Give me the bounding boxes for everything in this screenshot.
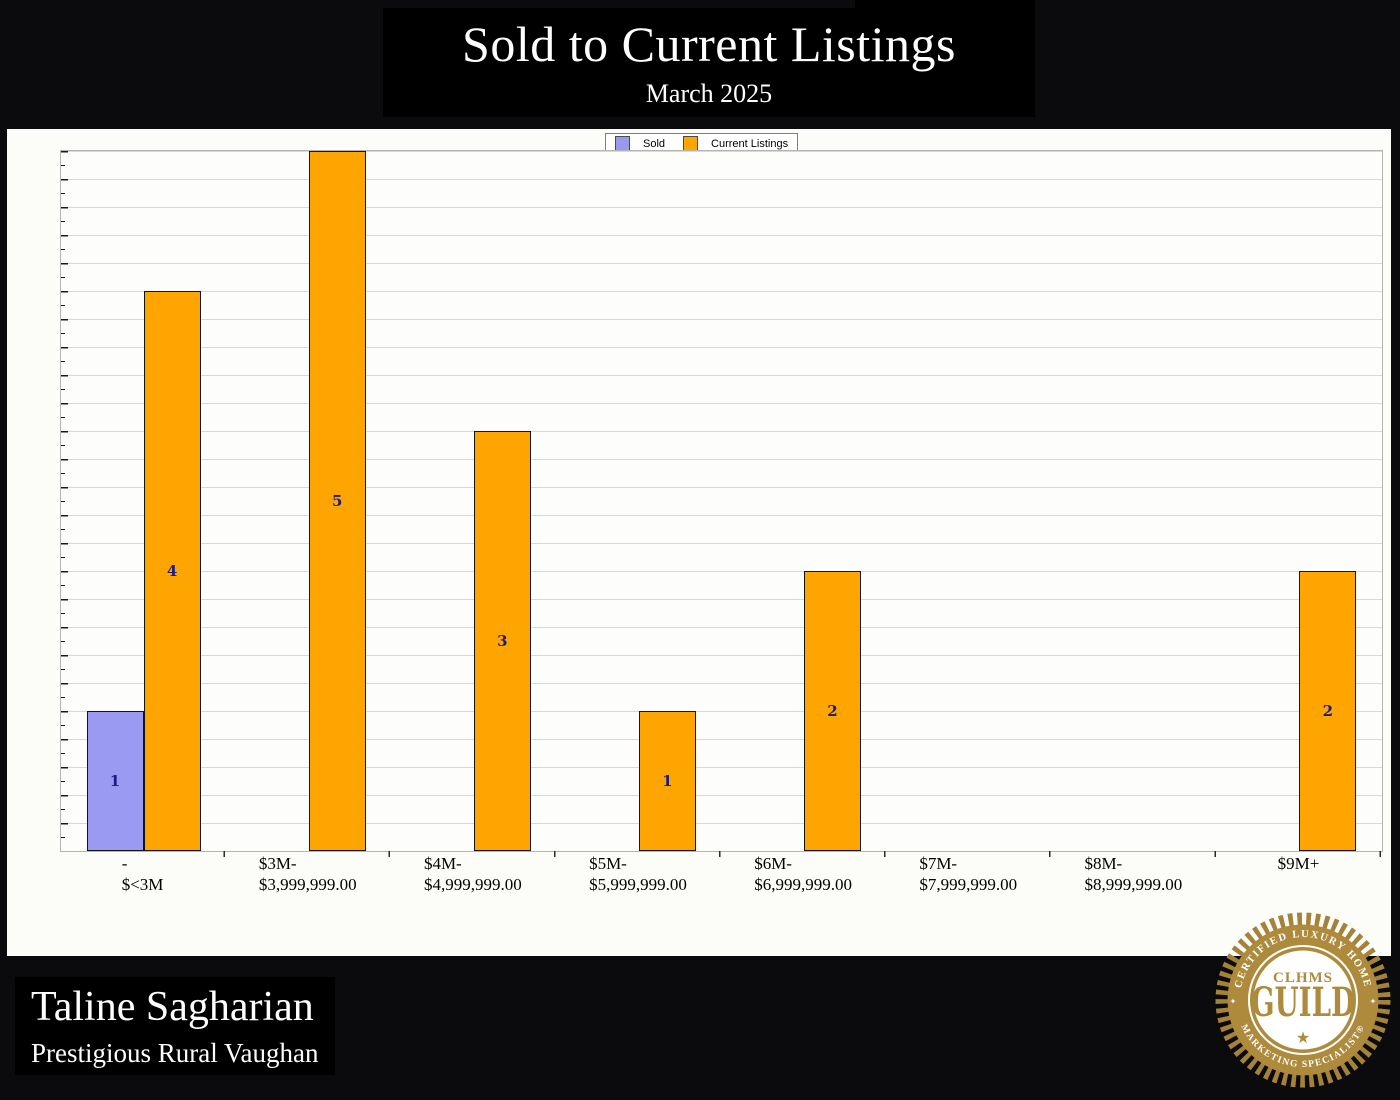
page-title: Sold to Current Listings [462,15,956,72]
bar-listings-5m: 1 [638,711,696,851]
page-subtitle: March 2025 [645,78,773,108]
x-label-line: $6,999,999.00 [754,875,852,894]
clhms-guild-badge-icon: CERTIFIED LUXURY HOME MARKETING SPECIALI… [1215,912,1391,1088]
x-label-line: $4,999,999.00 [423,875,522,894]
x-label-line: $<3M [121,875,164,894]
x-label-8m: $8M- $8,999,999.00 [1051,853,1216,895]
bar-value-label: 1 [662,772,673,790]
legend-label-current-listings: Current Listings [711,137,789,150]
legend-item-current-listings: Current Listings [683,136,788,151]
x-label-line: $5,999,999.00 [589,875,687,894]
bar-value-label: 1 [109,772,121,790]
seal-starburst [1215,912,1391,1088]
x-label-line: $7,999,999.00 [919,875,1018,894]
seal-separator-star-left: ✦ [1230,997,1237,1006]
y-axis-minor-ticks [61,151,65,851]
x-label-line: $6M- [754,854,792,873]
agent-info-box: Taline Sagharian Prestigious Rural Vaugh… [15,977,335,1075]
guild-seal-svg: CERTIFIED LUXURY HOME MARKETING SPECIALI… [1215,912,1391,1088]
seal-star-icon: ★ [1296,1030,1310,1047]
bar-value-label: 2 [1322,702,1334,720]
agent-tagline: Prestigious Rural Vaughan [31,1037,319,1068]
bar-listings-3m: 5 [308,151,366,851]
chart-panel: Sold Current Listings 1 4 5 3 [7,129,1391,956]
x-label-line: $4M- [423,854,462,873]
title-box: Sold to Current Listings March 2025 [383,8,1035,117]
x-label-5m: $5M- $5,999,999.00 [555,853,720,895]
agent-name: Taline Sagharian [31,983,314,1030]
bar-value-label: 4 [166,562,178,580]
x-label-9m-plus: $9M+ [1216,853,1381,895]
x-label-line: $9M+ [1277,854,1320,873]
x-label-line: $8,999,999.00 [1084,875,1183,894]
y-axis-major-ticks [61,151,68,851]
bar-listings-under-3m: 4 [143,291,201,851]
x-label-line: $5M- [589,854,627,873]
bar-value-label: 3 [497,632,508,650]
x-label-line: $3,999,999.00 [258,875,357,894]
sold-swatch-icon [615,136,630,151]
legend-label-sold: Sold [643,137,666,150]
bar-value-label: 2 [827,702,838,720]
bar-listings-6m: 2 [804,571,861,851]
current-listings-swatch-icon [683,136,699,151]
x-label-7m: $7M- $7,999,999.00 [886,853,1051,895]
x-label-line: $8M- [1084,854,1123,873]
x-label-line: - [121,854,128,873]
legend-item-sold: Sold [615,136,665,151]
bar-value-label: 5 [331,492,343,510]
x-label-line: $3M- [258,854,297,873]
seal-clhms-text: CLHMS [1273,970,1333,986]
bar-listings-4m: 3 [473,431,531,851]
bar-listings-9m-plus: 2 [1299,571,1357,851]
seal-inner-ring [1248,945,1358,1055]
x-label-4m: $4M- $4,999,999.00 [390,853,555,895]
plot-area: 1 4 5 3 1 2 2 [60,150,1383,852]
seal-guild-wordmark: GUILD [1251,979,1355,1026]
seal-inner-disk [1253,950,1353,1050]
x-label-under-3m: - $<3M [60,853,225,895]
x-axis-ticks [60,851,1381,857]
x-label-line: $7M- [919,854,958,873]
x-label-3m: $3M- $3,999,999.00 [225,853,390,895]
seal-separator-star-right: ✦ [1370,997,1377,1006]
x-label-6m: $6M- $6,999,999.00 [721,853,886,895]
x-axis-labels: - $<3M $3M- $3,999,999.00 $4M- $4,999,99… [60,853,1381,895]
bar-sold-under-3m: 1 [86,711,144,851]
